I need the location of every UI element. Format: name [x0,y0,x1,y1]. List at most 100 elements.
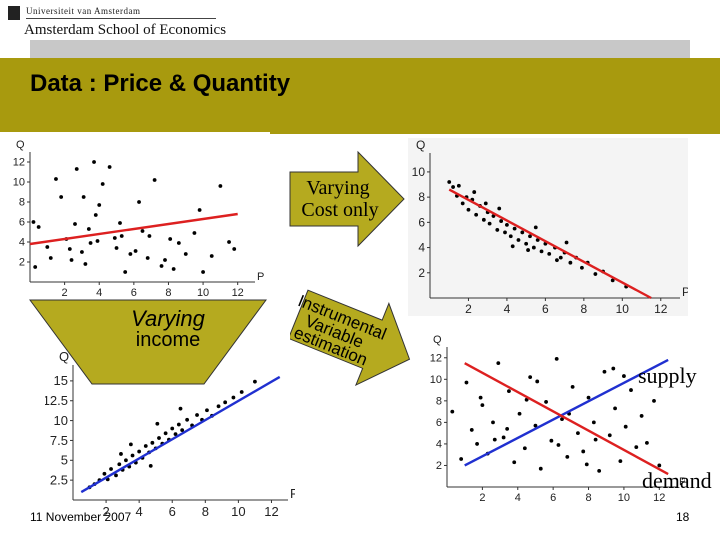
arrow-varying-income: Varying income [29,299,267,385]
data-point [554,356,559,361]
x-tick-label: 4 [136,504,143,519]
y-tick-label: 10 [412,165,426,179]
data-point [459,457,464,461]
demand-label: demand [642,468,712,493]
data-point [195,413,199,417]
data-point [580,265,584,270]
data-point [107,165,112,169]
data-point [128,442,133,447]
university-logo: Universiteit van Amsterdam Amsterdam Sch… [8,4,228,40]
data-point [526,248,530,252]
y-tick-label: 6 [436,417,442,429]
y-tick-label: 12.5 [45,393,68,408]
data-point [140,229,145,233]
data-point [524,241,529,246]
data-point [173,432,178,436]
x-tick-label: 12 [264,504,278,519]
data-point [560,417,564,422]
data-point [469,428,474,432]
data-point [481,217,486,222]
data-point [185,417,190,422]
data-point [253,379,257,384]
data-point [581,449,586,454]
data-point [528,375,533,380]
data-point [133,249,138,253]
title-band [0,58,720,134]
data-point [97,203,102,207]
data-point [520,230,525,235]
y-tick-label: 2 [19,257,25,269]
data-point [593,272,598,276]
x-tick-label: 10 [231,504,245,519]
data-point [69,258,74,262]
data-point [231,395,236,400]
data-point [83,262,88,266]
arrow-varying-income-line1: Varying [131,306,206,331]
data-point [143,444,148,448]
footer-date: 11 November 2007 [30,510,132,524]
data-point [31,220,36,224]
y-tick-label: 8 [19,197,25,209]
arrow-varying-cost-line1: Varying [306,177,369,199]
y-tick-label: 10 [430,374,442,386]
data-point [505,426,510,431]
x-tick-label: 12 [654,302,668,316]
y-tick-label: 10 [13,177,25,189]
data-point [178,406,183,411]
data-point [180,428,185,433]
data-point [501,435,506,440]
data-point [549,438,554,443]
fit-line [448,188,652,300]
x-tick-label: 4 [515,492,521,504]
y-tick-label: 2 [418,266,425,280]
data-point [499,219,504,223]
x-tick-label: 8 [581,302,588,316]
data-point [524,397,529,402]
data-point [492,437,497,442]
data-point [535,238,540,242]
data-point [613,406,617,411]
data-point [623,424,628,429]
y-axis-label: Q [59,352,69,364]
data-point [227,240,231,244]
data-point [517,411,522,416]
data-point [119,234,124,238]
page-number: 18 [676,510,690,524]
x-axis-label: P [679,476,685,488]
slide-title: Data : Price & Quantity [30,70,291,97]
y-tick-label: 4 [19,237,25,249]
data-point [512,226,517,231]
data-point [564,240,569,245]
data-point [119,452,123,456]
data-point [201,270,205,274]
arrow-varying-cost-line2: Cost only [301,199,378,221]
data-point [124,458,128,463]
data-point [232,247,237,251]
data-point [483,201,488,206]
data-point [216,404,221,409]
data-point [475,442,479,446]
data-point [544,400,548,404]
data-point [59,195,64,199]
data-point [512,460,517,465]
data-point [155,421,160,426]
data-point [223,400,228,405]
data-point [584,462,589,467]
data-point [533,225,538,230]
data-point [611,366,616,371]
x-tick-label: 10 [197,287,209,299]
logo-big-text: Amsterdam School of Economics [24,22,227,38]
data-point [159,264,164,268]
supply-line [464,358,669,467]
logo-divider [26,18,216,19]
y-tick-label: 6 [19,217,25,229]
data-point [209,254,214,258]
x-axis-label: P [682,285,688,299]
data-point [507,389,511,394]
data-point [491,420,495,425]
data-point [522,446,527,451]
chart-varying-demand: 2 4 6 8 10 12 2 4 6 8 10 12 P Q [0,132,270,302]
data-point [610,278,615,283]
data-point [73,222,77,226]
y-tick-label: 8 [418,190,425,204]
